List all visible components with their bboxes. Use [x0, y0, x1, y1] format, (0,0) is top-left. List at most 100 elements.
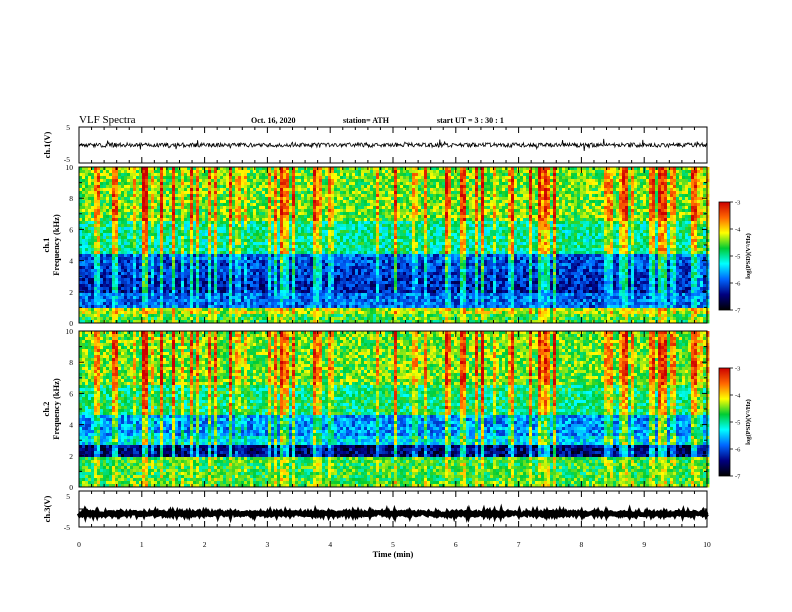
spectrogram-cell [190, 194, 193, 197]
spectrogram-cell [244, 260, 247, 263]
spectrogram-cell [190, 176, 193, 179]
spectrogram-cell [319, 176, 322, 179]
spectrogram-cell [232, 269, 235, 272]
spectrogram-cell [292, 305, 295, 308]
spectrogram-cell [292, 299, 295, 302]
spectrogram-cell [313, 176, 316, 179]
spectrogram-cell [88, 314, 91, 317]
spectrogram-cell [286, 218, 289, 221]
spectrogram-cell [208, 185, 211, 188]
spectrogram-cell [106, 302, 109, 305]
spectrogram-cell [301, 272, 304, 275]
spectrogram-cell [277, 278, 280, 281]
spectrogram-cell [259, 209, 262, 212]
spectrogram-cell [346, 305, 349, 308]
spectrogram-cell [226, 287, 229, 290]
spectrogram-cell [355, 173, 358, 176]
spectrogram-cell [214, 314, 217, 317]
spectrogram-cell [190, 200, 193, 203]
spectrogram-cell [184, 263, 187, 266]
spectrogram-cell [118, 239, 121, 242]
spectrogram-cell [217, 209, 220, 212]
spectrogram-cell [256, 233, 259, 236]
spectrogram-cell [187, 257, 190, 260]
spectrogram-cell [244, 170, 247, 173]
spectrogram-cell [304, 197, 307, 200]
spectrogram-cell [184, 176, 187, 179]
spectrogram-cell [283, 278, 286, 281]
spectrogram-cell [301, 227, 304, 230]
spectrogram-cell [295, 170, 298, 173]
spectrogram-cell [208, 302, 211, 305]
spectrogram-cell [196, 272, 199, 275]
spectrogram-cell [202, 287, 205, 290]
spectrogram-cell [157, 200, 160, 203]
spectrogram-cell [241, 191, 244, 194]
spectrogram-cell [136, 254, 139, 257]
spectrogram-cell [175, 278, 178, 281]
spectrogram-cell [157, 257, 160, 260]
spectrogram-cell [199, 179, 202, 182]
spectrogram-cell [274, 206, 277, 209]
spectrogram-cell [295, 290, 298, 293]
spectrogram-cell [100, 287, 103, 290]
spectrogram-cell [181, 260, 184, 263]
spectrogram-cell [307, 212, 310, 215]
spectrogram-cell [202, 224, 205, 227]
spectrogram-cell [103, 308, 106, 311]
spectrogram-cell [139, 221, 142, 224]
spectrogram-cell [118, 290, 121, 293]
spectrogram-cell [91, 254, 94, 257]
spectrogram-cell [133, 290, 136, 293]
spectrogram-cell [169, 233, 172, 236]
spectrogram-cell [241, 311, 244, 314]
spectrogram-cell [316, 170, 319, 173]
spectrogram-cell [343, 317, 346, 320]
spectrogram-cell [151, 200, 154, 203]
spectrogram-cell [214, 308, 217, 311]
spectrogram-cell [148, 284, 151, 287]
spectrogram-cell [247, 302, 250, 305]
spectrogram-cell [226, 251, 229, 254]
spectrogram-cell [349, 293, 352, 296]
spectrogram-cell [121, 284, 124, 287]
spectrogram-cell [253, 293, 256, 296]
spectrogram-cell [301, 200, 304, 203]
spectrogram-cell [331, 176, 334, 179]
spectrogram-cell [256, 242, 259, 245]
spectrogram-cell [115, 206, 118, 209]
spectrogram-cell [253, 287, 256, 290]
spectrogram-cell [304, 266, 307, 269]
spectrogram-cell [130, 236, 133, 239]
spectrogram-cell [223, 263, 226, 266]
spectrogram-cell [244, 278, 247, 281]
spectrogram-cell [301, 269, 304, 272]
spectrogram-cell [214, 179, 217, 182]
spectrogram-cell [241, 269, 244, 272]
spectrogram-cell [331, 293, 334, 296]
spectrogram-cell [295, 284, 298, 287]
spectrogram-cell [97, 287, 100, 290]
spectrogram-cell [214, 224, 217, 227]
spectrogram-cell [349, 278, 352, 281]
spectrogram-cell [229, 227, 232, 230]
spectrogram-cell [160, 212, 163, 215]
spectrogram-cell [145, 227, 148, 230]
spectrogram-cell [175, 209, 178, 212]
spectrogram-cell [343, 275, 346, 278]
spectrogram-cell [298, 176, 301, 179]
spectrogram-cell [211, 197, 214, 200]
spectrogram-cell [79, 314, 82, 317]
spectrogram-cell [304, 170, 307, 173]
spectrogram-cell [274, 275, 277, 278]
spectrogram-cell [283, 290, 286, 293]
spectrogram-cell [316, 206, 319, 209]
spectrogram-cell [175, 290, 178, 293]
spectrogram-cell [298, 173, 301, 176]
spectrogram-cell [286, 227, 289, 230]
spectrogram-cell [274, 197, 277, 200]
spectrogram-cell [307, 188, 310, 191]
spectrogram-cell [244, 266, 247, 269]
spectrogram-cell [244, 188, 247, 191]
spectrogram-cell [322, 200, 325, 203]
